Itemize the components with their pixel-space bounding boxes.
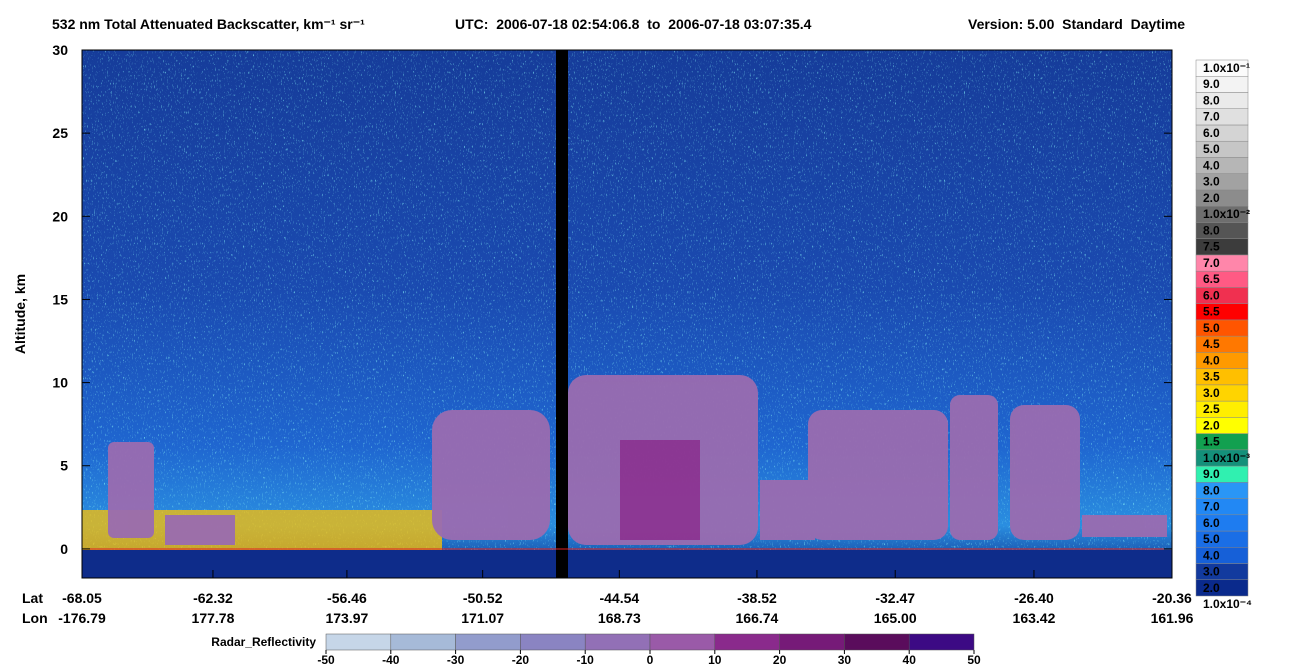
colorbar-label: 3.5 — [1203, 370, 1220, 384]
colorbar-label: 8.0 — [1203, 93, 1220, 107]
radar-tick-label: -30 — [447, 653, 465, 667]
colorbar-label: 8.0 — [1203, 223, 1220, 237]
radar-colorbar-box — [779, 633, 845, 651]
lon-tick-label: 168.73 — [598, 610, 641, 626]
lon-tick-label: 165.00 — [874, 610, 917, 626]
lat-tick-label: -20.36 — [1152, 590, 1192, 606]
lat-tick-label: -62.32 — [193, 590, 233, 606]
radar-tick-label: -40 — [382, 653, 400, 667]
lat-tick-label: -50.52 — [463, 590, 503, 606]
colorbar-label: 5.0 — [1203, 321, 1220, 335]
colorbar-label: 2.0 — [1203, 418, 1220, 432]
y-axis-label: Altitude, km — [12, 274, 28, 354]
colorbar-label: 5.0 — [1203, 532, 1220, 546]
colorbar-label: 6.0 — [1203, 126, 1220, 140]
colorbar-label: 2.5 — [1203, 402, 1220, 416]
lon-tick-label: 173.97 — [325, 610, 368, 626]
radar-tick-label: -10 — [577, 653, 595, 667]
lat-label: Lat — [22, 590, 43, 606]
colorbar-label: 1.0x10⁻² — [1203, 207, 1250, 221]
lon-tick-label: 163.42 — [1013, 610, 1056, 626]
colorbar-label: 6.5 — [1203, 272, 1220, 286]
y-tick-label: 25 — [52, 125, 68, 141]
y-tick-label: 30 — [52, 42, 68, 58]
radar-tick-label: 0 — [647, 653, 654, 667]
data-gap — [556, 50, 568, 578]
y-tick-label: 10 — [52, 375, 68, 391]
lon-tick-label: 166.74 — [736, 610, 779, 626]
radar-colorbar-box — [455, 633, 521, 651]
colorbar-label: 3.0 — [1203, 565, 1220, 579]
lon-tick-label: 161.96 — [1151, 610, 1194, 626]
colorbar-label: 1.0x10⁻¹ — [1203, 61, 1250, 75]
lat-tick-label: -44.54 — [599, 590, 639, 606]
time-range: UTC: 2006-07-18 02:54:06.8 to 2006-07-18… — [455, 16, 812, 32]
colorbar-label: 5.0 — [1203, 142, 1220, 156]
radar-colorbar-box — [520, 633, 586, 651]
y-tick-label: 15 — [52, 291, 68, 307]
colorbar-label: 7.0 — [1203, 500, 1220, 514]
lat-tick-label: -38.52 — [737, 590, 777, 606]
radar-colorbar-box — [714, 633, 780, 651]
radar-colorbar-box — [325, 633, 392, 651]
lat-tick-label: -32.47 — [875, 590, 915, 606]
radar-colorbar-box — [584, 633, 651, 651]
colorbar-label: 1.0x10⁻³ — [1203, 451, 1250, 465]
version: Version: 5.00 Standard Daytime — [968, 16, 1185, 32]
lat-tick-label: -68.05 — [62, 590, 102, 606]
surface — [82, 550, 1172, 578]
radar-tick-label: 40 — [903, 653, 917, 667]
colorbar-label: 4.0 — [1203, 548, 1220, 562]
lat-tick-label: -26.40 — [1014, 590, 1054, 606]
radar-tick-label: 50 — [967, 653, 981, 667]
lat-tick-label: -56.46 — [327, 590, 367, 606]
plot-frame — [81, 49, 1173, 579]
radar-tick-label: 30 — [838, 653, 852, 667]
colorbar-label: 3.0 — [1203, 175, 1220, 189]
radar-tick-label: 20 — [773, 653, 787, 667]
lon-tick-label: 177.78 — [192, 610, 235, 626]
y-tick-label: 20 — [52, 208, 68, 224]
colorbar-label: 1.5 — [1203, 435, 1220, 449]
colorbar-label: 6.0 — [1203, 516, 1220, 530]
radar-colorbar-box — [649, 633, 716, 651]
radar-colorbar-box — [390, 633, 456, 651]
y-tick-label: 0 — [60, 541, 68, 557]
colorbar-label: 7.0 — [1203, 256, 1220, 270]
colorbar-label: 7.5 — [1203, 240, 1220, 254]
colorbar-label: 5.5 — [1203, 305, 1220, 319]
colorbar-label: 2.0 — [1203, 581, 1220, 595]
y-tick-label: 5 — [60, 458, 68, 474]
colorbar-label: 4.0 — [1203, 158, 1220, 172]
colorbar-label: 6.0 — [1203, 288, 1220, 302]
colorbar-label: 4.0 — [1203, 353, 1220, 367]
lon-tick-label: 171.07 — [461, 610, 504, 626]
colorbar-box — [1195, 59, 1249, 77]
lon-tick-label: -176.79 — [58, 610, 106, 626]
lon-label: Lon — [22, 610, 48, 626]
clouds — [108, 375, 1167, 545]
chart-title: 532 nm Total Attenuated Backscatter, km⁻… — [52, 16, 365, 32]
radar-label: Radar_Reflectivity — [211, 635, 316, 649]
colorbar-label: 2.0 — [1203, 191, 1220, 205]
colorbar-label: 8.0 — [1203, 483, 1220, 497]
radar-colorbar-box — [844, 633, 910, 651]
curtain-image — [82, 50, 1172, 578]
radar-colorbar-box — [908, 633, 975, 651]
colorbar-label: 9.0 — [1203, 77, 1220, 91]
colorbar-label: 3.0 — [1203, 386, 1220, 400]
colorbar-label: 7.0 — [1203, 110, 1220, 124]
radar-tick-label: -50 — [317, 653, 335, 667]
dense-cloud — [620, 440, 700, 540]
radar-tick-label: 10 — [708, 653, 722, 667]
colorbar-label: 4.5 — [1203, 337, 1220, 351]
radar-tick-label: -20 — [512, 653, 530, 667]
colorbar-label: 1.0x10⁻⁴ — [1203, 597, 1252, 611]
colorbar-label: 9.0 — [1203, 467, 1220, 481]
